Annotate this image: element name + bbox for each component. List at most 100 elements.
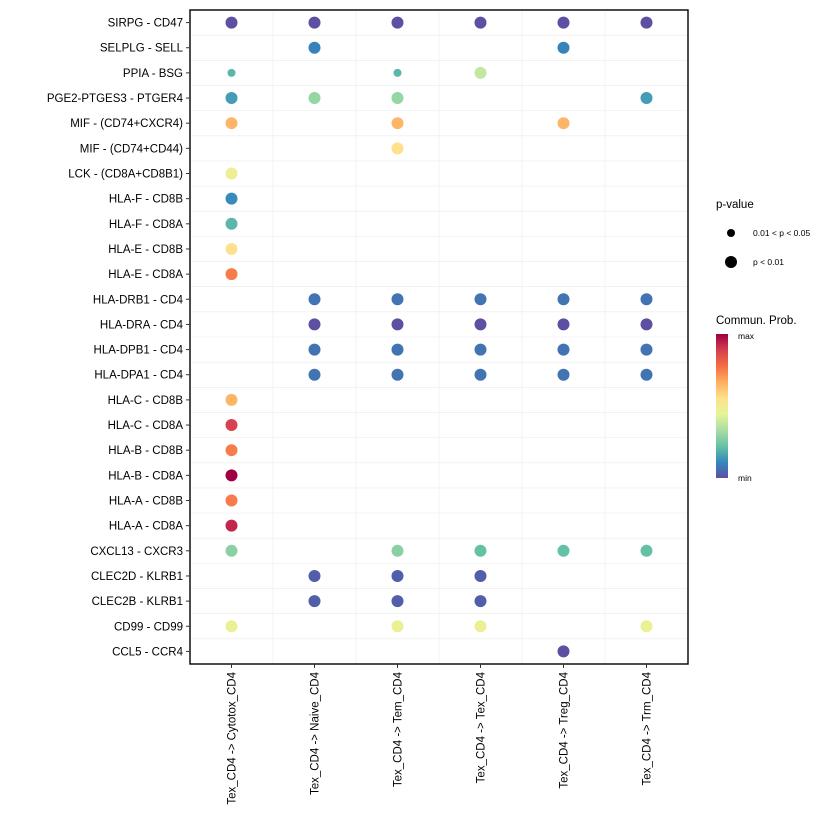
x-tick-label: Tex_CD4 -> Tem_CD4 bbox=[393, 671, 405, 787]
data-point bbox=[225, 419, 238, 432]
data-point bbox=[557, 343, 570, 356]
pvalue-legend: p-value 0.01 < p < 0.05 p < 0.01 bbox=[716, 199, 810, 268]
y-tick-label: HLA-B - CD8B bbox=[108, 445, 183, 457]
data-point bbox=[557, 117, 570, 130]
data-point bbox=[391, 569, 404, 582]
data-point bbox=[640, 620, 653, 633]
pvalue-legend-label-1: p < 0.01 bbox=[753, 257, 784, 267]
data-point bbox=[225, 268, 238, 281]
panel-border bbox=[189, 9, 689, 665]
data-point bbox=[391, 293, 404, 306]
pvalue-legend-small-dot bbox=[727, 229, 735, 237]
data-point bbox=[225, 92, 238, 105]
data-point bbox=[225, 242, 238, 255]
x-axis: Tex_CD4 -> Cytotox_CD4 Tex_CD4 -> Naive_C… bbox=[227, 664, 654, 805]
y-tick-label: LCK - (CD8A+CD8B1) bbox=[68, 169, 183, 181]
data-point bbox=[225, 217, 238, 230]
data-point bbox=[640, 16, 653, 29]
data-point bbox=[225, 620, 238, 633]
data-point bbox=[225, 393, 238, 406]
color-legend: Commun. Prob. max min bbox=[716, 315, 797, 483]
data-point bbox=[225, 444, 238, 457]
data-point bbox=[391, 318, 404, 331]
pvalue-legend-large-dot bbox=[725, 256, 737, 268]
data-point bbox=[640, 318, 653, 331]
x-tick-label: Tex_CD4 -> Treg_CD4 bbox=[559, 671, 571, 788]
data-point bbox=[308, 92, 321, 105]
y-tick-label: CD99 - CD99 bbox=[114, 621, 183, 633]
data-point bbox=[225, 519, 238, 532]
data-point bbox=[391, 343, 404, 356]
data-point bbox=[308, 343, 321, 356]
data-point bbox=[308, 293, 321, 306]
y-tick-label: CLEC2B - KLRB1 bbox=[92, 596, 183, 608]
y-tick-label: CLEC2D - KLRB1 bbox=[91, 571, 183, 583]
x-tick-label: Tex_CD4 -> Naive_CD4 bbox=[310, 671, 322, 795]
data-point bbox=[474, 368, 487, 381]
data-point bbox=[474, 569, 487, 582]
data-point bbox=[557, 41, 570, 54]
y-tick-label: HLA-A - CD8B bbox=[109, 496, 183, 508]
data-point bbox=[640, 544, 653, 557]
data-point bbox=[640, 293, 653, 306]
data-point bbox=[225, 16, 238, 29]
data-point bbox=[474, 318, 487, 331]
data-point bbox=[391, 92, 404, 105]
y-tick-label: SIRPG - CD47 bbox=[108, 18, 183, 30]
data-point bbox=[227, 68, 236, 77]
grid bbox=[190, 10, 688, 664]
data-point bbox=[640, 343, 653, 356]
x-tick-label: Tex_CD4 -> Tex_CD4 bbox=[476, 671, 488, 783]
data-point bbox=[308, 368, 321, 381]
data-point bbox=[225, 192, 238, 205]
y-tick-label: HLA-F - CD8A bbox=[109, 219, 183, 231]
y-tick-label: MIF - (CD74+CD44) bbox=[80, 143, 183, 155]
y-tick-label: MIF - (CD74+CXCR4) bbox=[70, 118, 183, 130]
y-tick-label: CXCL13 - CXCR3 bbox=[90, 546, 183, 558]
y-tick-label: HLA-C - CD8B bbox=[108, 395, 184, 407]
x-tick-label: Tex_CD4 -> Cytotox_CD4 bbox=[227, 671, 239, 804]
y-axis: SIRPG - CD47 SELPLG - SELL PPIA - BSG PGE2-… bbox=[47, 18, 190, 658]
y-tick-label: HLA-B - CD8A bbox=[108, 470, 183, 482]
data-point bbox=[391, 595, 404, 608]
data-point bbox=[391, 16, 404, 29]
data-point bbox=[391, 544, 404, 557]
y-tick-label: CCL5 - CCR4 bbox=[112, 646, 184, 658]
data-point bbox=[474, 293, 487, 306]
data-point bbox=[640, 368, 653, 381]
data-point bbox=[557, 368, 570, 381]
pvalue-legend-title: p-value bbox=[716, 199, 754, 211]
data-point bbox=[557, 544, 570, 557]
data-point bbox=[308, 569, 321, 582]
data-point bbox=[474, 595, 487, 608]
data-point bbox=[308, 595, 321, 608]
y-tick-label: HLA-DRA - CD4 bbox=[100, 319, 184, 331]
data-point bbox=[308, 318, 321, 331]
data-point bbox=[393, 68, 402, 77]
data-point bbox=[474, 16, 487, 29]
y-tick-label: SELPLG - SELL bbox=[100, 43, 184, 55]
data-point bbox=[391, 117, 404, 130]
pvalue-legend-label-0: 0.01 < p < 0.05 bbox=[753, 228, 810, 238]
data-point bbox=[308, 41, 321, 54]
y-tick-label: HLA-F - CD8B bbox=[109, 194, 183, 206]
y-tick-label: HLA-DPA1 - CD4 bbox=[94, 370, 183, 382]
y-tick-label: HLA-A - CD8A bbox=[109, 521, 183, 533]
data-point bbox=[225, 544, 238, 557]
y-tick-label: HLA-DPB1 - CD4 bbox=[94, 345, 184, 357]
data-points bbox=[225, 16, 653, 658]
data-point bbox=[225, 117, 238, 130]
data-point bbox=[557, 318, 570, 331]
y-tick-label: HLA-E - CD8B bbox=[108, 244, 183, 256]
data-point bbox=[391, 620, 404, 633]
data-point bbox=[557, 16, 570, 29]
data-point bbox=[225, 167, 238, 180]
y-tick-label: PGE2-PTGES3 - PTGER4 bbox=[47, 93, 184, 105]
data-point bbox=[557, 645, 570, 658]
y-tick-label: HLA-E - CD8A bbox=[108, 269, 183, 281]
data-point bbox=[474, 343, 487, 356]
data-point bbox=[391, 142, 404, 155]
data-point bbox=[557, 293, 570, 306]
